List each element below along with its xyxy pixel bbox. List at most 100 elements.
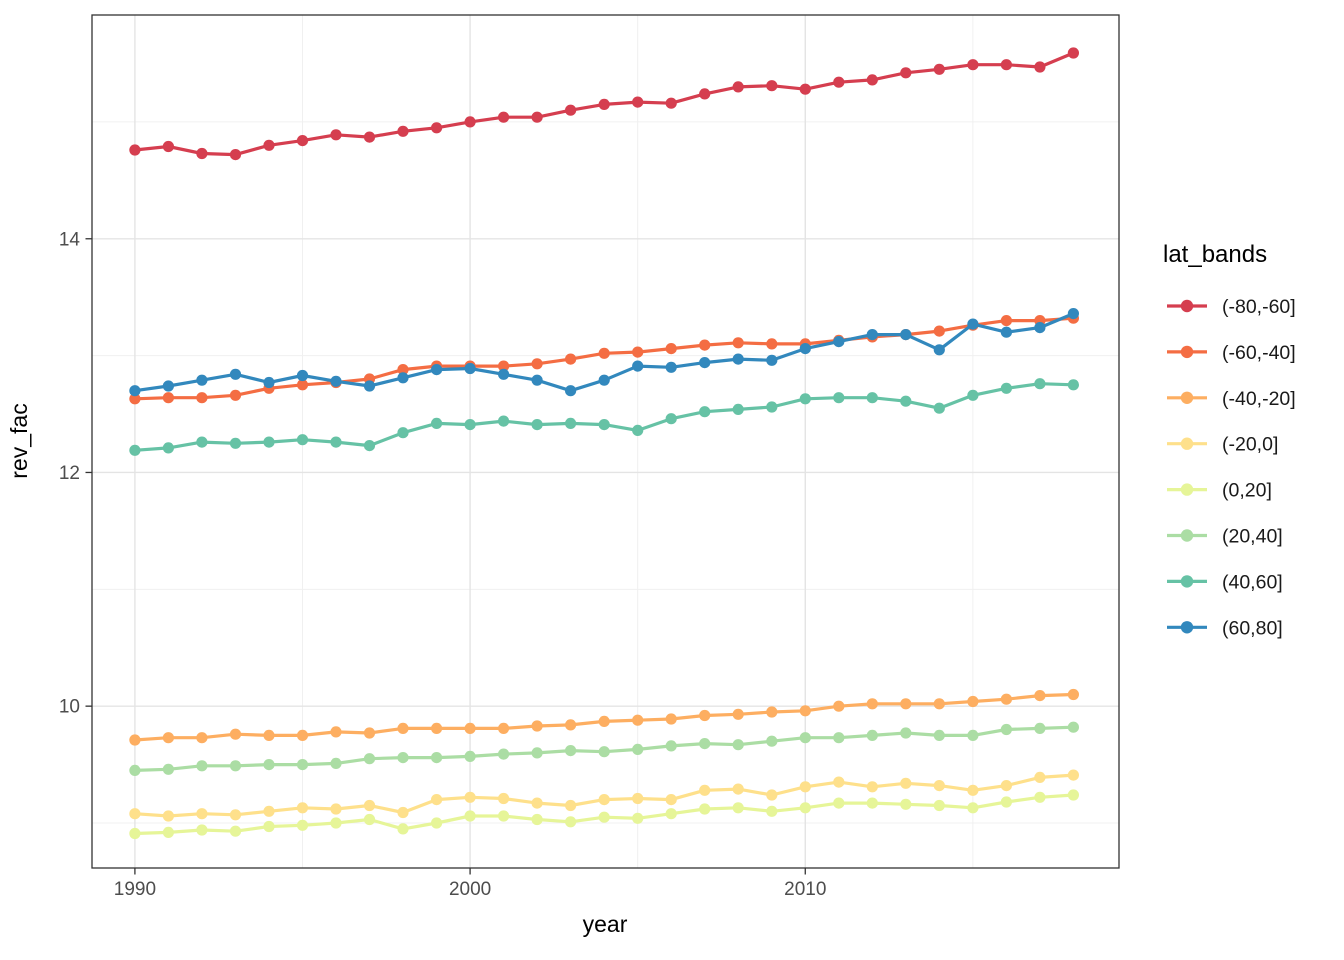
data-point-(-40,-20]-2010 [799, 705, 811, 717]
data-point-(40,60]-1998 [397, 427, 409, 439]
data-point-(20,40]-1995 [296, 759, 309, 771]
data-point-(-80,-60]-2010 [799, 83, 811, 95]
data-point-(20,40]-1994 [263, 759, 275, 771]
data-point-(20,40]-2011 [833, 732, 845, 744]
data-point-(-60,-40]-2005 [632, 346, 644, 358]
data-point-(60,80]-1996 [330, 375, 342, 387]
data-point-(40,60]-2001 [498, 415, 510, 427]
data-point-(40,60]-1990 [129, 444, 141, 456]
data-point-(-80,-60]-2007 [699, 88, 711, 100]
data-point-(0,20]-1999 [431, 817, 443, 829]
data-point-(0,20]-1992 [196, 824, 208, 836]
legend-label: (20,40] [1222, 526, 1283, 548]
data-point-(-80,-60]-2008 [732, 81, 744, 93]
data-point-(-40,-20]-2000 [464, 722, 476, 735]
data-point-(0,20]-2016 [1000, 796, 1013, 808]
data-point-(60,80]-1995 [296, 369, 309, 382]
data-point-(-60,-40]-1995 [296, 379, 309, 391]
data-point-(20,40]-2014 [933, 729, 945, 742]
data-point-(-60,-40]-1992 [196, 392, 208, 404]
data-point-(-40,-20]-2008 [732, 708, 744, 720]
data-point-(-40,-20]-1998 [397, 722, 409, 735]
data-point-(-80,-60]-2018 [1067, 47, 1079, 59]
data-point-(-20,0]-2017 [1034, 771, 1046, 784]
y-tick-label-10: 10 [59, 697, 80, 718]
data-point-(60,80]-2005 [632, 360, 644, 372]
data-point-(-60,-40]-1998 [397, 364, 409, 376]
data-point-(40,60]-1993 [229, 437, 242, 449]
data-point-(20,40]-2007 [699, 738, 711, 750]
data-point-(60,80]-2004 [598, 374, 610, 386]
data-point-(40,60]-2016 [1000, 382, 1013, 394]
data-point-(-20,0]-2010 [799, 781, 811, 793]
data-point-(0,20]-2008 [732, 802, 744, 814]
data-point-(-60,-40]-2002 [531, 358, 543, 370]
data-point-(40,60]-1991 [162, 442, 174, 454]
data-point-(-40,-20]-2014 [933, 698, 945, 710]
data-point-(60,80]-2018 [1067, 308, 1079, 320]
y-tick-label-12: 12 [59, 463, 80, 484]
data-point-(-60,-40]-1993 [229, 389, 242, 401]
data-point-(-80,-60]-2005 [632, 96, 644, 108]
data-point-(-40,-20]-2004 [598, 715, 610, 728]
data-point-(40,60]-1992 [196, 436, 208, 448]
data-point-(-60,-40]-2014 [933, 325, 945, 337]
data-point-(-80,-60]-1994 [263, 139, 275, 151]
data-point-(-60,-40]-1990 [129, 393, 141, 405]
data-point-(-20,0]-2000 [464, 791, 476, 803]
data-point-(-40,-20]-1999 [431, 722, 443, 735]
data-point-(0,20]-2007 [699, 803, 711, 815]
legend-item-(20,40]: (20,40] [1167, 526, 1283, 548]
data-point-(40,60]-2004 [598, 419, 610, 431]
data-point-(60,80]-1993 [229, 368, 242, 380]
data-point-(-20,0]-1992 [196, 808, 208, 820]
data-point-(-40,-20]-1997 [363, 727, 376, 739]
data-point-(60,80]-1998 [397, 372, 409, 384]
data-point-(0,20]-2014 [933, 799, 945, 812]
data-point-(0,20]-1997 [363, 813, 376, 826]
data-point-(-40,-20]-1996 [330, 726, 342, 738]
series-line [133, 382, 1076, 452]
data-point-(20,40]-2016 [1000, 723, 1013, 736]
legend-items: (-80,-60] (-60,-40] (-40,-20] (-20,0] (0,20]… [1167, 296, 1296, 639]
legend-label: (-60,-40] [1222, 342, 1296, 364]
data-point-(-20,0]-2013 [900, 777, 912, 789]
data-point-(-20,0]-1995 [296, 802, 309, 814]
data-point-(60,80]-2006 [665, 361, 677, 373]
data-point-(40,60]-1996 [330, 436, 342, 448]
data-point-(-20,0]-1994 [263, 805, 275, 817]
data-point-(0,20]-2010 [799, 802, 811, 814]
data-point-(20,40]-2008 [732, 739, 744, 751]
data-point-(0,20]-1993 [229, 825, 242, 837]
data-point-(-20,0]-2005 [632, 792, 644, 805]
data-point-(-20,0]-2003 [565, 799, 577, 812]
data-point-(-20,0]-2006 [665, 794, 677, 806]
data-point-(-80,-60]-1998 [397, 125, 409, 137]
data-point-(-40,-20]-2015 [967, 695, 979, 708]
data-point-(20,40]-2006 [665, 740, 677, 752]
data-point-(-80,-60]-2011 [833, 76, 845, 88]
data-point-(60,80]-1990 [129, 385, 141, 397]
series-7-(60,80] [129, 308, 1079, 397]
data-point-(40,60]-2006 [665, 413, 677, 425]
data-point-(0,20]-1991 [162, 826, 174, 839]
data-point-(-80,-60]-1999 [431, 122, 443, 134]
panel-border [91, 14, 1120, 869]
legend-key-point [1180, 345, 1194, 359]
data-point-(-60,-40]-1991 [162, 392, 174, 404]
data-point-(60,80]-2002 [531, 374, 543, 386]
x-tick-label-2010: 2010 [784, 879, 826, 900]
data-point-(60,80]-2008 [732, 353, 744, 365]
data-point-(60,80]-1999 [431, 364, 443, 376]
data-point-(-60,-40]-2006 [665, 343, 677, 355]
data-point-(-80,-60]-2001 [498, 111, 510, 123]
data-point-(20,40]-1990 [129, 764, 141, 777]
legend-item-(40,60]: (40,60] [1167, 571, 1283, 593]
legend-key-point [1180, 437, 1194, 450]
data-point-(-80,-60]-1990 [129, 144, 141, 156]
data-point-(-20,0]-2011 [833, 776, 845, 788]
legend-label: (40,60] [1222, 571, 1283, 593]
data-point-(-40,-20]-2001 [498, 722, 510, 735]
